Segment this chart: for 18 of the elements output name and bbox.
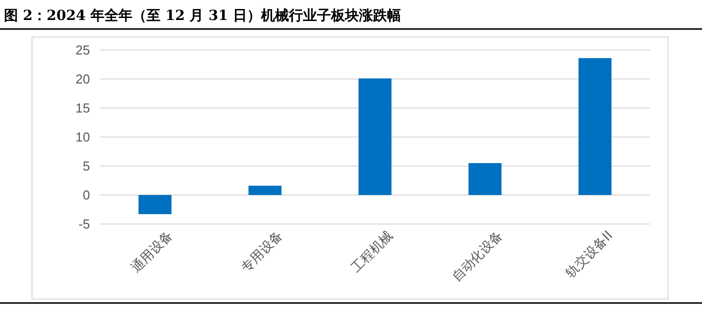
y-tick-label: 10 — [76, 130, 90, 145]
bar — [138, 195, 172, 214]
y-tick-label: 15 — [76, 100, 90, 116]
y-tick-label: 0 — [82, 188, 90, 203]
bar — [578, 58, 612, 195]
y-tick-label: -5 — [78, 216, 90, 232]
x-tick-label: 轨交设备II — [562, 228, 616, 282]
x-tick-label: 专用设备 — [238, 228, 286, 276]
y-tick-label: 25 — [76, 42, 90, 58]
x-tick-label: 工程机械 — [348, 228, 396, 276]
bar — [468, 163, 502, 195]
chart-title: 图 2：2024 年全年（至 12 月 31 日）机械行业子板块涨跌幅 — [4, 8, 401, 24]
x-tick-label: 通用设备 — [128, 228, 176, 276]
bar — [358, 78, 392, 195]
x-tick-label: 自动化设备 — [449, 228, 506, 286]
bar — [248, 186, 282, 195]
y-tick-label: 5 — [82, 158, 90, 174]
y-tick-label: 20 — [76, 72, 90, 87]
